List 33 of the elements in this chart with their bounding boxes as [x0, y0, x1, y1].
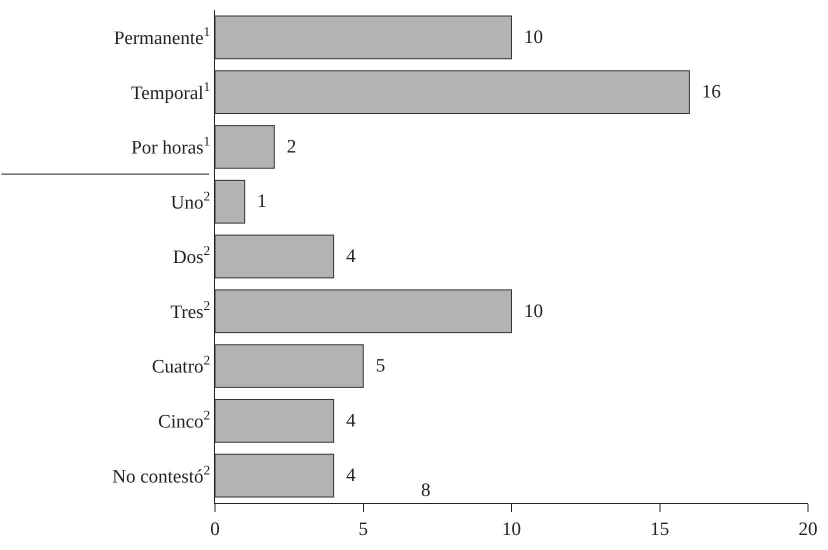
y-tick-label: Cuatro$^{2}$ — [152, 352, 210, 378]
data-label: 2 — [277, 136, 296, 158]
data-label: 4 — [336, 465, 356, 486]
bar — [215, 70, 690, 114]
annotation: 8 — [421, 480, 430, 501]
x-tick-label: 10 — [502, 518, 521, 540]
y-tick-label: Tres$^{2}$ — [170, 298, 210, 323]
x-tick-label: 20 — [798, 518, 818, 540]
bar — [215, 234, 334, 278]
y-tick-label: Uno$^{2}$ — [170, 188, 210, 214]
y-tick-label: Temporal$^{1}$ — [131, 78, 210, 104]
data-label: 4 — [336, 410, 356, 432]
bar — [215, 454, 334, 498]
data-label: 4 — [336, 246, 356, 267]
y-tick-label: Cinco$^{2}$ — [158, 408, 210, 432]
bar — [215, 125, 275, 169]
y-tick-label: Permanente$^{1}$ — [114, 24, 210, 50]
data-label: 10 — [514, 26, 543, 48]
x-tick-label: 15 — [650, 518, 670, 540]
x-tick-label: 5 — [358, 518, 368, 540]
bar — [215, 398, 334, 443]
y-tick-label: No contestó$^{2}$ — [112, 462, 210, 488]
data-label: 5 — [366, 356, 386, 377]
bar — [215, 16, 512, 60]
bar — [215, 344, 364, 388]
y-tick-label: Dos$^{2}$ — [172, 243, 210, 268]
x-tick-label: 0 — [210, 518, 220, 540]
bar — [215, 289, 512, 334]
data-label: 10 — [514, 300, 543, 322]
bar — [215, 180, 246, 224]
y-tick-label: Por horas$^{1}$ — [131, 134, 210, 159]
data-label: 16 — [692, 82, 721, 103]
data-label: 1 — [248, 191, 267, 212]
